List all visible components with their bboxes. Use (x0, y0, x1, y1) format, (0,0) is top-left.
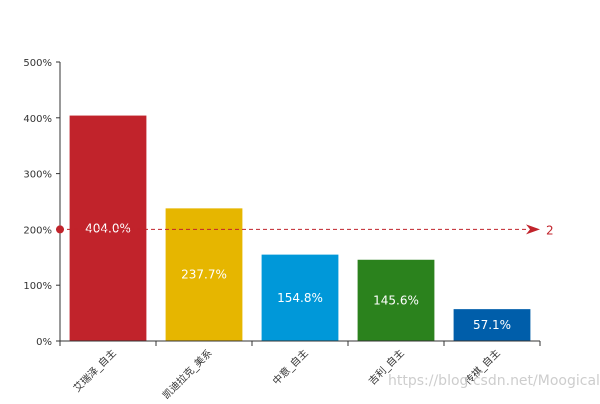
bar-value-label: 404.0% (85, 221, 131, 235)
x-axis: 艾瑞泽_自主 凯迪拉克_美系 中意_自主 吉利_自主 传祺_自主 (59, 340, 541, 402)
markline-start-dot (56, 225, 64, 234)
bar[interactable] (357, 259, 435, 341)
markline-arrow (526, 224, 540, 235)
y-tick-label: 500% (23, 58, 52, 69)
value-labels: 404.0% 237.7% 154.8% 145.6% 57.1% (85, 221, 511, 332)
bar-value-label: 154.8% (277, 291, 323, 305)
bar-value-label: 57.1% (473, 318, 511, 332)
y-tick-label: 200% (23, 225, 52, 236)
x-tick-label: 中意_自主 (270, 346, 311, 387)
bar[interactable] (261, 254, 339, 341)
markline-label: 2 (546, 223, 554, 237)
bar-series (69, 115, 531, 342)
bar[interactable] (69, 115, 147, 342)
y-tick-label: 300% (23, 170, 52, 181)
mark-line: 2 (56, 223, 554, 237)
y-tick-label: 100% (23, 281, 52, 292)
bar[interactable] (453, 309, 531, 341)
x-tick-label: 艾瑞泽_自主 (71, 346, 119, 394)
x-tick-label: 凯迪拉克_美系 (159, 346, 214, 400)
bar-value-label: 237.7% (181, 268, 227, 282)
bar-value-label: 145.6% (373, 293, 419, 307)
y-axis: 0% 100% 200% 300% 400% 500% (23, 58, 61, 348)
y-tick-label: 400% (23, 114, 52, 125)
bar[interactable] (165, 208, 243, 341)
y-tick-label: 0% (36, 337, 52, 348)
watermark: https://blog.csdn.net/Moogical (388, 373, 600, 389)
